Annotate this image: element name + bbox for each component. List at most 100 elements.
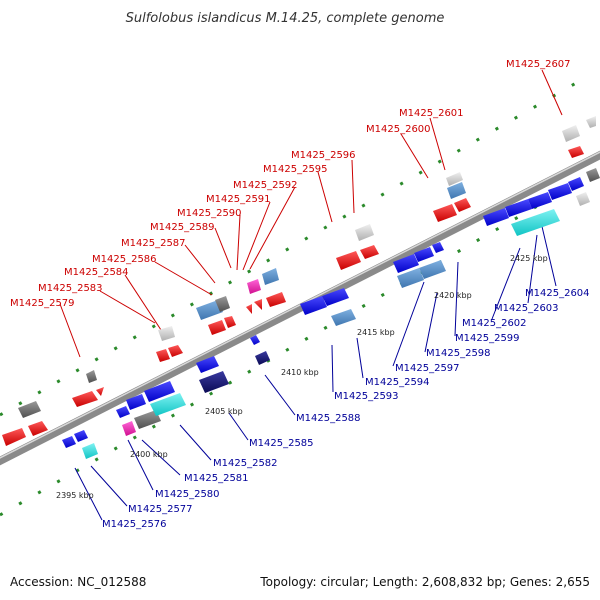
gene-reverse bbox=[414, 247, 434, 262]
gene-forward bbox=[72, 391, 98, 407]
backbone-highlight bbox=[0, 151, 600, 459]
gene-reverse bbox=[144, 381, 175, 402]
gene-reverse bbox=[82, 443, 98, 459]
gene-forward bbox=[196, 300, 223, 320]
tick-label: 2425 kbp bbox=[510, 254, 548, 263]
gene-label-2604[interactable]: M1425_2604 bbox=[525, 288, 590, 299]
gene-label-2591[interactable]: M1425_2591 bbox=[206, 194, 271, 205]
gene-reverse bbox=[196, 356, 219, 373]
gene-label-2576[interactable]: M1425_2576 bbox=[102, 519, 167, 530]
gene-reverse bbox=[255, 351, 270, 365]
gene-label-2586[interactable]: M1425_2586 bbox=[92, 254, 157, 265]
reverse-genes bbox=[62, 168, 600, 459]
gene-reverse bbox=[483, 208, 509, 226]
gene-label-2593[interactable]: M1425_2593 bbox=[334, 391, 399, 402]
gene-reverse bbox=[505, 199, 532, 217]
gene-forward bbox=[360, 245, 379, 259]
gene-forward bbox=[86, 370, 97, 383]
gene-reverse bbox=[432, 242, 444, 253]
gene-reverse bbox=[331, 309, 356, 326]
gene-label-2589[interactable]: M1425_2589 bbox=[150, 222, 215, 233]
gene-reverse bbox=[199, 371, 229, 393]
gene-label-2581[interactable]: M1425_2581 bbox=[184, 473, 249, 484]
gene-label-2601[interactable]: M1425_2601 bbox=[399, 108, 464, 119]
gene-reverse bbox=[74, 430, 88, 442]
gene-reverse bbox=[250, 335, 260, 345]
gene-reverse bbox=[126, 394, 146, 410]
gene-forward bbox=[208, 320, 226, 335]
gene-label-2598[interactable]: M1425_2598 bbox=[426, 348, 491, 359]
gene-reverse bbox=[393, 254, 419, 273]
gene-forward bbox=[2, 428, 26, 446]
gene-reverse bbox=[122, 421, 136, 436]
gene-reverse bbox=[62, 436, 76, 448]
gene-label-2600[interactable]: M1425_2600 bbox=[366, 124, 431, 135]
gene-forward bbox=[562, 125, 580, 142]
gene-reverse bbox=[397, 268, 424, 288]
gene-reverse bbox=[150, 393, 186, 416]
tick-label: 2405 kbp bbox=[205, 407, 243, 416]
gene-reverse bbox=[300, 296, 327, 315]
gene-forward bbox=[336, 251, 361, 270]
gene-label-2595[interactable]: M1425_2595 bbox=[263, 164, 328, 175]
tick-label: 2395 kbp bbox=[56, 491, 94, 500]
tick-label: 2410 kbp bbox=[281, 368, 319, 377]
gene-forward bbox=[355, 224, 374, 241]
genome-backbone bbox=[0, 150, 600, 466]
outer-guide-track bbox=[0, 73, 591, 417]
gene-reverse bbox=[511, 209, 560, 236]
gene-forward bbox=[28, 421, 48, 436]
map-title: Sulfolobus islandicus M.14.25, complete … bbox=[126, 11, 445, 26]
gene-forward bbox=[568, 146, 584, 158]
gene-label-2599[interactable]: M1425_2599 bbox=[455, 333, 520, 344]
gene-label-2603[interactable]: M1425_2603 bbox=[494, 303, 559, 314]
gene-label-2594[interactable]: M1425_2594 bbox=[365, 377, 430, 388]
gene-forward bbox=[215, 296, 230, 312]
gene-forward bbox=[96, 387, 104, 396]
gene-label-2584[interactable]: M1425_2584 bbox=[64, 267, 129, 278]
gene-label-2592[interactable]: M1425_2592 bbox=[233, 180, 298, 191]
gene-reverse bbox=[419, 260, 446, 279]
gene-label-2607[interactable]: M1425_2607 bbox=[506, 59, 571, 70]
leader-lines bbox=[59, 69, 563, 521]
gene-reverse bbox=[568, 177, 584, 191]
gene-reverse bbox=[528, 192, 552, 209]
gene-forward bbox=[266, 292, 286, 307]
gene-reverse bbox=[134, 410, 161, 429]
gene-forward bbox=[156, 349, 170, 362]
gene-label-2596[interactable]: M1425_2596 bbox=[291, 150, 356, 161]
gene-forward bbox=[586, 116, 596, 128]
gene-label-2579[interactable]: M1425_2579 bbox=[10, 298, 75, 309]
gene-label-2587[interactable]: M1425_2587 bbox=[121, 238, 186, 249]
gene-label-2590[interactable]: M1425_2590 bbox=[177, 208, 242, 219]
gene-label-2597[interactable]: M1425_2597 bbox=[395, 363, 460, 374]
gene-forward bbox=[18, 401, 41, 418]
gene-reverse bbox=[586, 168, 600, 182]
gene-forward bbox=[262, 268, 279, 285]
gene-label-2602[interactable]: M1425_2602 bbox=[462, 318, 527, 329]
gene-forward bbox=[224, 316, 236, 328]
gene-forward bbox=[247, 279, 261, 294]
gene-label-2577[interactable]: M1425_2577 bbox=[128, 504, 193, 515]
accession-text: Accession: NC_012588 bbox=[10, 575, 146, 589]
gene-forward bbox=[254, 299, 262, 310]
gene-label-2580[interactable]: M1425_2580 bbox=[155, 489, 220, 500]
gene-forward bbox=[246, 304, 252, 314]
gene-forward bbox=[433, 204, 457, 222]
gene-label-2588[interactable]: M1425_2588 bbox=[296, 413, 361, 424]
tick-label: 2400 kbp bbox=[130, 450, 168, 459]
gene-reverse bbox=[322, 288, 349, 306]
gene-label-2585[interactable]: M1425_2585 bbox=[249, 438, 314, 449]
gene-reverse bbox=[116, 406, 130, 418]
tick-label: 2420 kbp bbox=[434, 291, 472, 300]
gene-forward bbox=[446, 172, 463, 186]
genome-summary-text: Topology: circular; Length: 2,608,832 bp… bbox=[259, 575, 590, 589]
forward-genes bbox=[2, 116, 596, 446]
gene-label-2583[interactable]: M1425_2583 bbox=[38, 283, 103, 294]
gene-reverse bbox=[576, 192, 590, 206]
gene-label-2582[interactable]: M1425_2582 bbox=[213, 458, 278, 469]
gene-forward bbox=[158, 326, 175, 341]
tick-label: 2415 kbp bbox=[357, 328, 395, 337]
